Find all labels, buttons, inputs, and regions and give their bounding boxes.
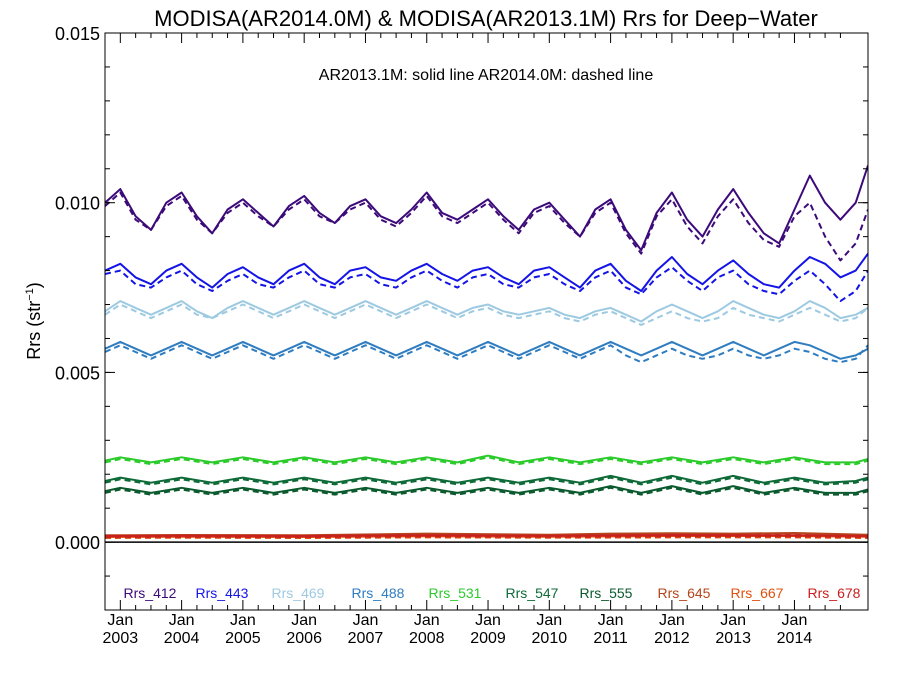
- x-tick-label-year: 2011: [593, 630, 628, 647]
- series-line-rrs-678-dashed: [105, 535, 868, 538]
- chart-annotation: AR2013.1M: solid line AR2014.0M: dashed …: [319, 67, 654, 84]
- x-tick-label-month: Jan: [598, 612, 624, 629]
- x-tick-label-month: Jan: [720, 612, 746, 629]
- x-tick-label-year: 2007: [348, 630, 384, 647]
- legend-entry-rrs-531: Rrs_531: [429, 585, 482, 601]
- x-tick-label-year: 2005: [225, 630, 261, 647]
- x-tick-label-year: 2010: [532, 630, 568, 647]
- series-line-rrs-412-dashed: [105, 191, 868, 262]
- x-tick-label-month: Jan: [169, 612, 195, 629]
- series-line-rrs-555-solid: [105, 485, 868, 494]
- series-line-rrs-469-dashed: [105, 303, 868, 326]
- x-tick-label-month: Jan: [414, 612, 440, 629]
- x-tick-label-year: 2008: [409, 630, 445, 647]
- y-axis-label: Rrs (str−1): [24, 282, 44, 360]
- y-tick-label: 0.005: [55, 363, 100, 383]
- x-tick-label-month: Jan: [475, 612, 501, 629]
- x-tick-label-year: 2009: [470, 630, 506, 647]
- x-tick-label-month: Jan: [291, 612, 317, 629]
- series-line-rrs-443-solid: [105, 253, 868, 292]
- x-tick-label-month: Jan: [659, 612, 685, 629]
- x-tick-label-year: 2006: [286, 630, 322, 647]
- plot-frame: [104, 32, 869, 611]
- series-line-rrs-667-dashed: [105, 536, 868, 539]
- x-tick-label-month: Jan: [536, 612, 562, 629]
- y-axis-label-text: Rrs (str: [24, 301, 44, 360]
- series-line-rrs-531-solid: [105, 454, 868, 464]
- x-tick-label-year: 2003: [103, 630, 139, 647]
- legend-entry-rrs-645: Rrs_645: [658, 585, 711, 601]
- y-axis-label-exponent: −1: [24, 288, 36, 301]
- y-axis-label-close: ): [24, 282, 44, 288]
- series-line-rrs-412-solid: [105, 165, 868, 252]
- x-tick-label-month: Jan: [230, 612, 256, 629]
- x-tick-label-month: Jan: [107, 612, 133, 629]
- series-line-rrs-547-solid: [105, 474, 868, 484]
- x-tick-label-year: 2012: [654, 630, 690, 647]
- chart-title: MODISA(AR2014.0M) & MODISA(AR2013.1M) Rr…: [154, 6, 818, 31]
- legend-entry-rrs-488: Rrs_488: [352, 585, 405, 601]
- x-tick-label-year: 2013: [715, 630, 751, 647]
- series-line-rrs-488-solid: [105, 340, 868, 360]
- y-tick-label: 0.010: [55, 194, 100, 214]
- legend-entry-rrs-469: Rrs_469: [272, 585, 325, 601]
- x-tick-label-year: 2004: [164, 630, 200, 647]
- legend-entry-rrs-547: Rrs_547: [506, 585, 559, 601]
- legend-entry-rrs-555: Rrs_555: [580, 585, 633, 601]
- y-tick-label: 0.015: [55, 24, 100, 44]
- legend-entry-rrs-412: Rrs_412: [124, 585, 177, 601]
- x-tick-label-month: Jan: [782, 612, 808, 629]
- legend-entry-rrs-678: Rrs_678: [808, 585, 861, 601]
- y-tick-label: 0.000: [55, 533, 100, 553]
- x-tick-label-month: Jan: [353, 612, 379, 629]
- series-line-rrs-469-solid: [105, 300, 868, 323]
- x-tick-label-year: 2014: [777, 630, 813, 647]
- legend-entry-rrs-667: Rrs_667: [731, 585, 784, 601]
- legend-entry-rrs-443: Rrs_443: [196, 585, 249, 601]
